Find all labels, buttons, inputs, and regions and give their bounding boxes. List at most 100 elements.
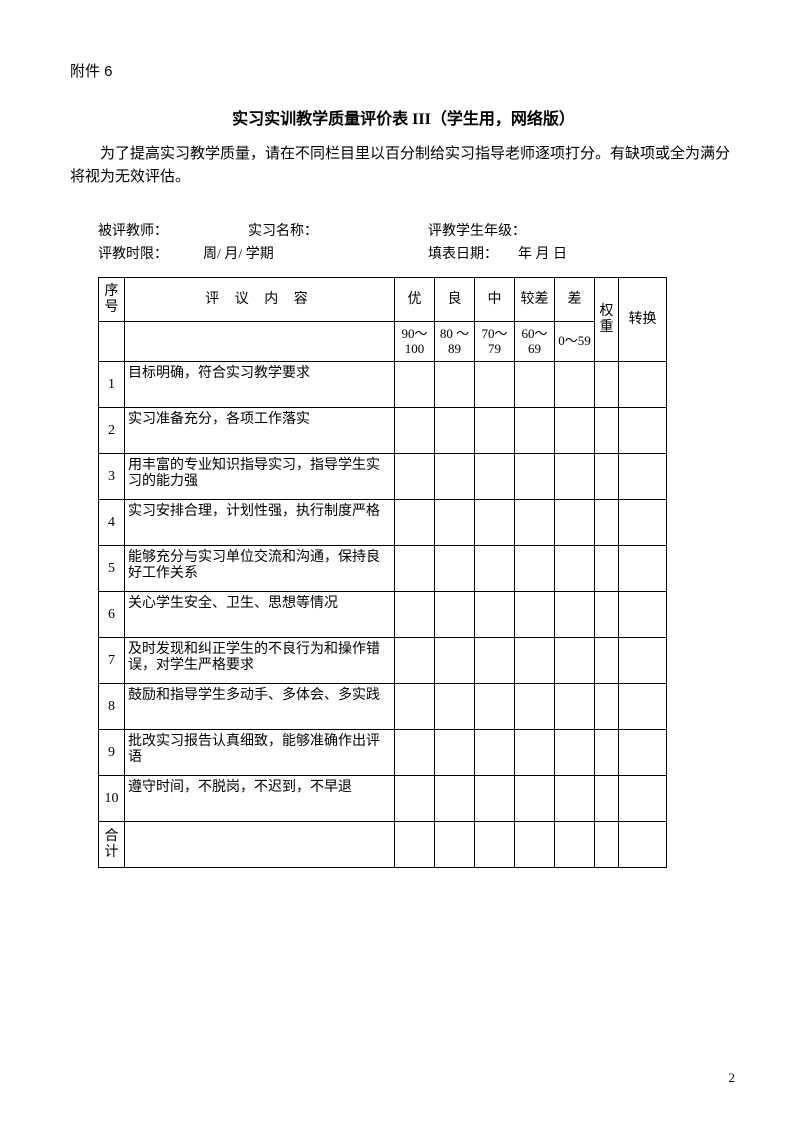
row-bad-cell[interactable] bbox=[555, 730, 595, 776]
total-good-empty[interactable] bbox=[435, 822, 475, 868]
row-convert-cell[interactable] bbox=[619, 776, 667, 822]
total-convert-empty[interactable] bbox=[619, 822, 667, 868]
row-seq: 3 bbox=[99, 454, 125, 500]
intro-paragraph: 为了提高实习教学质量，请在不同栏目里以百分制给实习指导老师逐项打分。有缺项或全为… bbox=[70, 143, 737, 190]
row-medium-cell[interactable] bbox=[475, 362, 515, 408]
total-excellent-empty[interactable] bbox=[395, 822, 435, 868]
row-excellent-cell[interactable] bbox=[395, 546, 435, 592]
row-seq: 7 bbox=[99, 638, 125, 684]
row-convert-cell[interactable] bbox=[619, 454, 667, 500]
row-bad-cell[interactable] bbox=[555, 546, 595, 592]
row-poor-cell[interactable] bbox=[515, 454, 555, 500]
row-poor-cell[interactable] bbox=[515, 546, 555, 592]
row-convert-cell[interactable] bbox=[619, 546, 667, 592]
row-excellent-cell[interactable] bbox=[395, 638, 435, 684]
row-bad-cell[interactable] bbox=[555, 362, 595, 408]
row-bad-cell[interactable] bbox=[555, 638, 595, 684]
row-medium-cell[interactable] bbox=[475, 684, 515, 730]
row-weight-cell[interactable] bbox=[595, 408, 619, 454]
row-medium-cell[interactable] bbox=[475, 638, 515, 684]
row-good-cell[interactable] bbox=[435, 730, 475, 776]
row-bad-cell[interactable] bbox=[555, 776, 595, 822]
row-good-cell[interactable] bbox=[435, 684, 475, 730]
row-convert-cell[interactable] bbox=[619, 362, 667, 408]
row-excellent-cell[interactable] bbox=[395, 500, 435, 546]
row-weight-cell[interactable] bbox=[595, 500, 619, 546]
row-seq: 4 bbox=[99, 500, 125, 546]
row-excellent-cell[interactable] bbox=[395, 408, 435, 454]
row-weight-cell[interactable] bbox=[595, 776, 619, 822]
row-poor-cell[interactable] bbox=[515, 638, 555, 684]
row-convert-cell[interactable] bbox=[619, 730, 667, 776]
row-weight-cell[interactable] bbox=[595, 546, 619, 592]
row-content: 遵守时间，不脱岗，不迟到，不早退 bbox=[125, 776, 395, 822]
row-poor-cell[interactable] bbox=[515, 776, 555, 822]
row-good-cell[interactable] bbox=[435, 546, 475, 592]
row-bad-cell[interactable] bbox=[555, 408, 595, 454]
row-poor-cell[interactable] bbox=[515, 500, 555, 546]
row-weight-cell[interactable] bbox=[595, 454, 619, 500]
row-bad-cell[interactable] bbox=[555, 684, 595, 730]
row-content: 实习安排合理，计划性强，执行制度严格 bbox=[125, 500, 395, 546]
row-good-cell[interactable] bbox=[435, 454, 475, 500]
row-content: 批改实习报告认真细致，能够准确作出评语 bbox=[125, 730, 395, 776]
total-medium-empty[interactable] bbox=[475, 822, 515, 868]
row-convert-cell[interactable] bbox=[619, 500, 667, 546]
row-excellent-cell[interactable] bbox=[395, 592, 435, 638]
row-convert-cell[interactable] bbox=[619, 684, 667, 730]
row-convert-cell[interactable] bbox=[619, 408, 667, 454]
row-excellent-cell[interactable] bbox=[395, 730, 435, 776]
range-excellent: 90～100 bbox=[395, 322, 435, 362]
evaluation-table: 序号 评 议 内 容 优 良 中 较差 差 权重 转换 90～100 80 ～8… bbox=[98, 277, 667, 868]
row-medium-cell[interactable] bbox=[475, 454, 515, 500]
row-good-cell[interactable] bbox=[435, 408, 475, 454]
table-row: 9批改实习报告认真细致，能够准确作出评语 bbox=[99, 730, 667, 776]
row-poor-cell[interactable] bbox=[515, 730, 555, 776]
header-bad: 差 bbox=[555, 278, 595, 322]
total-bad-empty[interactable] bbox=[555, 822, 595, 868]
row-excellent-cell[interactable] bbox=[395, 362, 435, 408]
row-good-cell[interactable] bbox=[435, 638, 475, 684]
row-excellent-cell[interactable] bbox=[395, 454, 435, 500]
row-good-cell[interactable] bbox=[435, 776, 475, 822]
header-weight: 权重 bbox=[595, 278, 619, 362]
row-weight-cell[interactable] bbox=[595, 362, 619, 408]
row-good-cell[interactable] bbox=[435, 362, 475, 408]
row-weight-cell[interactable] bbox=[595, 684, 619, 730]
row-weight-cell[interactable] bbox=[595, 730, 619, 776]
row-medium-cell[interactable] bbox=[475, 592, 515, 638]
row-convert-cell[interactable] bbox=[619, 592, 667, 638]
row-seq: 9 bbox=[99, 730, 125, 776]
header-medium: 中 bbox=[475, 278, 515, 322]
meta-row-2: 评教时限： 周/ 月/ 学期 填表日期： 年 月 日 bbox=[98, 243, 737, 267]
row-seq: 8 bbox=[99, 684, 125, 730]
table-row: 3用丰富的专业知识指导实习，指导学生实习的能力强 bbox=[99, 454, 667, 500]
row-weight-cell[interactable] bbox=[595, 592, 619, 638]
header-excellent: 优 bbox=[395, 278, 435, 322]
row-bad-cell[interactable] bbox=[555, 592, 595, 638]
row-poor-cell[interactable] bbox=[515, 362, 555, 408]
row-good-cell[interactable] bbox=[435, 592, 475, 638]
row-medium-cell[interactable] bbox=[475, 408, 515, 454]
range-content-empty bbox=[125, 322, 395, 362]
row-excellent-cell[interactable] bbox=[395, 776, 435, 822]
row-poor-cell[interactable] bbox=[515, 592, 555, 638]
header-good: 良 bbox=[435, 278, 475, 322]
row-excellent-cell[interactable] bbox=[395, 684, 435, 730]
row-medium-cell[interactable] bbox=[475, 546, 515, 592]
row-good-cell[interactable] bbox=[435, 500, 475, 546]
row-content: 目标明确，符合实习教学要求 bbox=[125, 362, 395, 408]
row-weight-cell[interactable] bbox=[595, 638, 619, 684]
row-poor-cell[interactable] bbox=[515, 408, 555, 454]
row-medium-cell[interactable] bbox=[475, 730, 515, 776]
row-medium-cell[interactable] bbox=[475, 776, 515, 822]
table-row: 10遵守时间，不脱岗，不迟到，不早退 bbox=[99, 776, 667, 822]
row-bad-cell[interactable] bbox=[555, 454, 595, 500]
row-bad-cell[interactable] bbox=[555, 500, 595, 546]
total-poor-empty[interactable] bbox=[515, 822, 555, 868]
total-weight-empty[interactable] bbox=[595, 822, 619, 868]
row-convert-cell[interactable] bbox=[619, 638, 667, 684]
row-medium-cell[interactable] bbox=[475, 500, 515, 546]
row-seq: 5 bbox=[99, 546, 125, 592]
row-poor-cell[interactable] bbox=[515, 684, 555, 730]
